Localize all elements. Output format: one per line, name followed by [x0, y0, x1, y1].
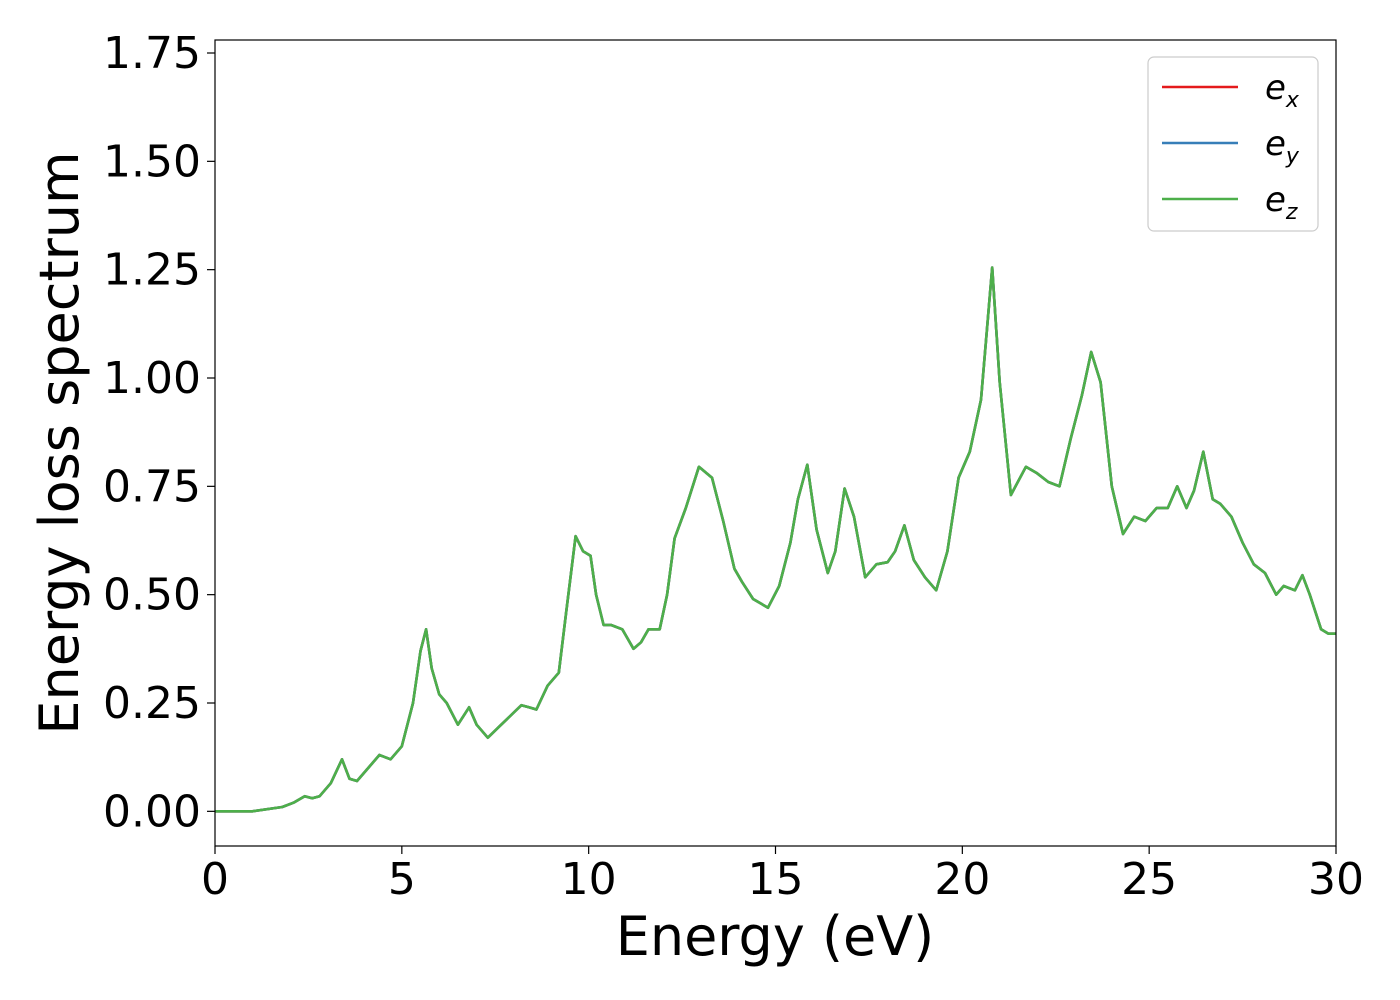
- y-tick-label: 1.00: [103, 353, 201, 404]
- y-tick-label: 1.25: [103, 245, 201, 296]
- series-layer: [215, 266, 1336, 813]
- x-tick-label: 10: [561, 854, 617, 905]
- y-tick-label: 0.25: [103, 678, 201, 729]
- x-tick-label: 30: [1308, 854, 1364, 905]
- y-tick-label: 0.00: [103, 786, 201, 837]
- legend-label-ez: ez: [1265, 180, 1298, 225]
- legend: ex ey ez: [1147, 56, 1319, 232]
- y-tick-label: 0.75: [103, 461, 201, 512]
- y-tick-label: 0.50: [103, 570, 201, 621]
- y-axis-ticks: 0.00 0.25 0.50 0.75 1.00 1.25 1.50 1.75: [103, 28, 215, 837]
- y-tick-label: 1.50: [103, 136, 201, 187]
- x-tick-label: 25: [1121, 854, 1177, 905]
- series-line-ey: [215, 266, 1336, 813]
- legend-label-ey: ey: [1265, 124, 1300, 169]
- series-line-ez: [215, 266, 1336, 813]
- x-axis-ticks: 0 5 10 15 20 25 30: [201, 846, 1364, 905]
- series-line-ex: [215, 266, 1336, 813]
- legend-label-ex: ex: [1265, 68, 1300, 113]
- x-axis-title: Energy (eV): [616, 905, 935, 968]
- y-axis-title: Energy loss spectrum: [28, 151, 91, 734]
- x-tick-label: 0: [201, 854, 229, 905]
- x-tick-label: 20: [934, 854, 990, 905]
- y-tick-label: 1.75: [103, 28, 201, 79]
- x-tick-label: 5: [388, 854, 416, 905]
- x-tick-label: 15: [748, 854, 804, 905]
